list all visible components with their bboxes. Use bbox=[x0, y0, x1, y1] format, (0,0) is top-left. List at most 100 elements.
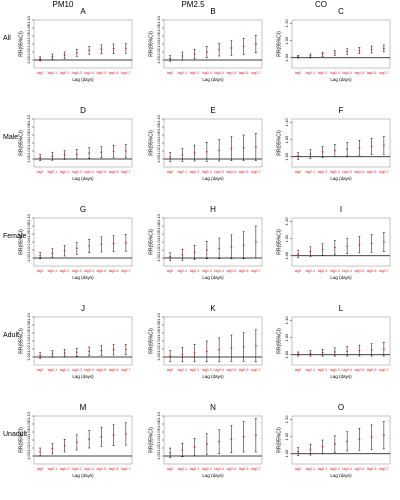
point-estimate bbox=[169, 255, 172, 258]
y-axis-label: RR(95%CI) bbox=[148, 31, 154, 57]
point-estimate bbox=[321, 351, 324, 354]
x-tick-label: lag0 bbox=[167, 71, 174, 75]
point-estimate bbox=[39, 451, 42, 453]
plot-frame bbox=[291, 19, 391, 69]
y-tick-label: 1.08 bbox=[156, 320, 161, 329]
point-estimate bbox=[100, 435, 103, 438]
x-axis-label: Lag (days) bbox=[330, 77, 352, 82]
point-estimate bbox=[39, 57, 42, 60]
x-tick-label: lag0-2 bbox=[318, 467, 328, 471]
x-tick-label: lag0-4 bbox=[84, 71, 94, 75]
x-axis-label: Lag (days) bbox=[330, 176, 352, 181]
panel-letter: E bbox=[210, 106, 215, 115]
plot-frame bbox=[291, 217, 391, 267]
point-estimate bbox=[181, 353, 184, 356]
point-estimate bbox=[193, 446, 196, 449]
x-tick-label: lag0 bbox=[295, 269, 302, 273]
y-tick-label: 1.10 bbox=[156, 114, 161, 123]
point-estimate bbox=[230, 438, 233, 441]
point-estimate bbox=[193, 251, 196, 254]
x-tick-label: lag0-1 bbox=[306, 269, 316, 273]
point-estimate bbox=[169, 57, 172, 60]
x-axis-label: Lag (days) bbox=[72, 473, 94, 478]
point-estimate bbox=[193, 53, 196, 55]
point-estimate bbox=[346, 440, 349, 443]
x-tick-label: lag0-5 bbox=[227, 269, 237, 273]
point-estimate bbox=[205, 350, 208, 353]
x-tick-label: lag0-6 bbox=[239, 71, 249, 75]
x-axis-label: Lag (days) bbox=[202, 275, 224, 280]
point-estimate bbox=[297, 353, 300, 355]
point-estimate bbox=[242, 146, 245, 149]
y-tick-label: 1.08 bbox=[26, 221, 31, 230]
point-estimate bbox=[254, 434, 257, 437]
y-tick-label: 1.10 bbox=[26, 411, 31, 420]
y-tick-label: 1.04 bbox=[26, 435, 31, 444]
point-estimate bbox=[124, 241, 127, 244]
point-estimate bbox=[333, 246, 336, 249]
point-estimate bbox=[39, 354, 42, 357]
panel-letter: F bbox=[339, 106, 344, 115]
y-tick-label: 1.00 bbox=[156, 154, 161, 163]
y-axis-label: RR(95%CI) bbox=[18, 328, 24, 354]
x-tick-label: lag0-2 bbox=[318, 170, 328, 174]
point-estimate bbox=[382, 241, 385, 243]
x-tick-label: lag0 bbox=[37, 368, 44, 372]
y-tick-label: 1.08 bbox=[156, 23, 161, 32]
point-estimate bbox=[346, 148, 349, 151]
x-tick-label: lag0-5 bbox=[355, 368, 365, 372]
x-tick-label: lag0-1 bbox=[178, 368, 188, 372]
point-estimate bbox=[321, 53, 324, 56]
y-tick-label: 1.00 bbox=[156, 253, 161, 262]
panel-letter: N bbox=[210, 403, 216, 412]
point-estimate bbox=[297, 450, 300, 453]
y-tick-label: 1.10 bbox=[284, 19, 289, 28]
x-tick-label: lag0-3 bbox=[72, 368, 82, 372]
x-tick-label: lag0-4 bbox=[214, 467, 224, 471]
x-tick-label: lag0-5 bbox=[97, 269, 107, 273]
y-tick-label: 1.05 bbox=[284, 234, 289, 243]
x-axis-label: Lag (days) bbox=[72, 275, 94, 280]
x-tick-label: lag0-4 bbox=[342, 368, 352, 372]
column-header: PM2.5 bbox=[181, 0, 205, 9]
x-axis-label: Lag (days) bbox=[202, 374, 224, 379]
x-tick-label: lag0-5 bbox=[355, 170, 365, 174]
point-estimate bbox=[88, 350, 91, 353]
point-estimate bbox=[218, 348, 221, 351]
point-estimate bbox=[205, 150, 208, 153]
x-tick-label: lag0-4 bbox=[342, 467, 352, 471]
point-estimate bbox=[112, 47, 115, 50]
row-label: Female bbox=[3, 233, 26, 240]
y-tick-label: 1.02 bbox=[26, 443, 31, 452]
x-tick-label: lag0-4 bbox=[342, 170, 352, 174]
y-axis-label: RR(95%CI) bbox=[276, 328, 282, 354]
x-tick-label: lag0-6 bbox=[109, 269, 119, 273]
y-axis-label: RR(95%CI) bbox=[148, 229, 154, 255]
y-tick-label: 1.04 bbox=[26, 336, 31, 345]
x-tick-label: lag0-4 bbox=[214, 368, 224, 372]
y-tick-label: 1.02 bbox=[26, 146, 31, 155]
point-estimate bbox=[124, 150, 127, 152]
y-tick-label: 1.02 bbox=[26, 344, 31, 353]
x-tick-label: lag0-4 bbox=[342, 269, 352, 273]
x-axis-label: Lag (days) bbox=[330, 374, 352, 379]
x-tick-label: lag0-3 bbox=[72, 170, 82, 174]
point-estimate bbox=[230, 47, 233, 49]
x-tick-label: lag0-5 bbox=[227, 467, 237, 471]
y-axis-label: RR(95%CI) bbox=[276, 427, 282, 453]
point-estimate bbox=[39, 254, 42, 257]
x-axis-label: Lag (days) bbox=[202, 176, 224, 181]
y-tick-label: 1.08 bbox=[26, 122, 31, 131]
row-label: All bbox=[3, 35, 11, 42]
x-tick-label: lag0-4 bbox=[84, 269, 94, 273]
y-tick-label: 1.04 bbox=[156, 237, 161, 246]
x-tick-label: lag0-4 bbox=[342, 71, 352, 75]
x-tick-label: lag0-3 bbox=[72, 71, 82, 75]
x-tick-label: lag0-2 bbox=[60, 368, 70, 372]
x-tick-label: lag0-3 bbox=[330, 467, 340, 471]
point-estimate bbox=[100, 48, 103, 51]
plot-frame bbox=[163, 316, 263, 366]
plot-frame bbox=[33, 316, 133, 366]
x-tick-label: lag0 bbox=[37, 269, 44, 273]
